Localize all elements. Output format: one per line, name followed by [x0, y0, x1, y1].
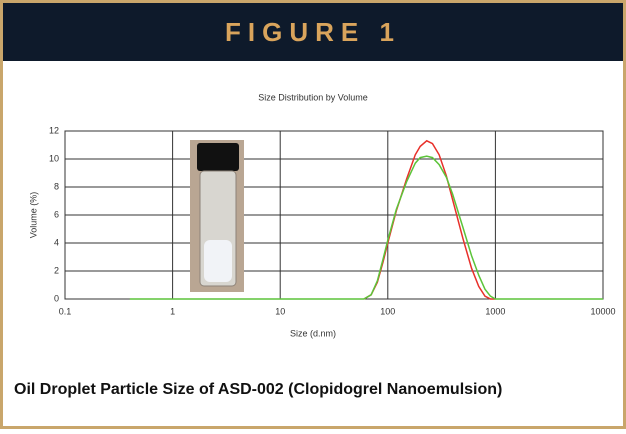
vial-liquid [204, 240, 232, 282]
x-tick-label: 1 [170, 306, 175, 316]
y-tick-label: 12 [49, 125, 59, 135]
y-tick-label: 10 [49, 153, 59, 163]
y-tick-label: 8 [54, 181, 59, 191]
y-axis-label: Volume (%) [28, 192, 38, 239]
x-tick-label: 10000 [590, 306, 615, 316]
y-tick-label: 4 [54, 237, 59, 247]
x-tick-label: 1000 [485, 306, 505, 316]
y-tick-label: 2 [54, 265, 59, 275]
caption: Oil Droplet Particle Size of ASD-002 (Cl… [14, 381, 502, 398]
header-bar [3, 3, 623, 61]
x-tick-label: 100 [380, 306, 395, 316]
y-tick-label: 6 [54, 209, 59, 219]
vial-photo [190, 140, 244, 292]
chart-title: Size Distribution by Volume [258, 92, 368, 102]
plot-area: 0 2 4 6 8 10 12 0.1 1 10 100 1000 10000 [49, 125, 616, 316]
figure-title: FIGURE 1 [225, 17, 401, 47]
x-tick-label: 10 [275, 306, 285, 316]
y-tick-label: 0 [54, 293, 59, 303]
data-line [129, 155, 603, 300]
x-tick-label: 0.1 [59, 306, 72, 316]
x-axis-label: Size (d.nm) [290, 328, 336, 338]
vial-cap [197, 143, 239, 171]
